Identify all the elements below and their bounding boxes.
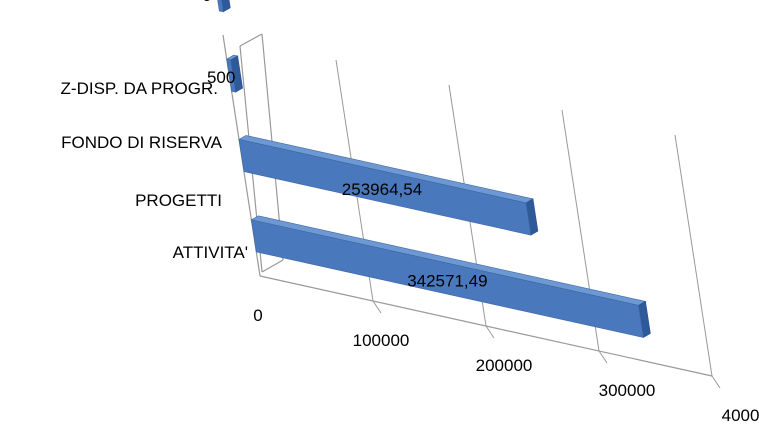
bar	[225, 54, 243, 93]
side-wall-bottom-edge	[261, 259, 284, 273]
bar-front-face	[226, 58, 236, 93]
x-tick-label: 300000	[599, 381, 656, 400]
y-axis-category-labels: Z-DISP. DA PROGR. FONDO DI RISERVA PROGETT…	[61, 79, 248, 262]
x-tick-mark	[711, 375, 721, 389]
data-label: 500	[207, 68, 235, 87]
bar-end-face	[221, 0, 231, 13]
x-axis-tick-labels: 0 100000 200000 300000 400000	[253, 306, 759, 425]
bar	[238, 135, 539, 236]
data-label: 342571,49	[407, 272, 487, 291]
bar-front-face	[238, 139, 532, 236]
bar-data-labels: 0 500 253964,54 342571,49	[202, 0, 487, 291]
bar	[250, 215, 651, 338]
gridline	[674, 134, 713, 377]
x-tick-label: 0	[253, 306, 262, 325]
x-tick-label: 100000	[353, 331, 410, 350]
chart-bars	[217, 0, 651, 338]
bar-front-face	[217, 0, 224, 13]
x-tick-mark	[598, 350, 608, 364]
category-label: FONDO DI RISERVA	[61, 133, 223, 152]
side-wall-top-edge	[239, 33, 263, 47]
data-label: 0	[202, 0, 211, 5]
x-tick-mark	[372, 300, 382, 314]
category-label: PROGETTI	[135, 191, 222, 210]
data-label: 253964,54	[342, 180, 422, 199]
bar-front-face	[251, 219, 644, 338]
bar	[217, 0, 231, 13]
x-tick-label: 400000	[722, 406, 759, 425]
category-label: Z-DISP. DA PROGR.	[61, 79, 218, 98]
category-label: ATTIVITA'	[173, 243, 248, 262]
x-tick-mark	[485, 325, 495, 339]
x-tick-label: 200000	[476, 356, 533, 375]
